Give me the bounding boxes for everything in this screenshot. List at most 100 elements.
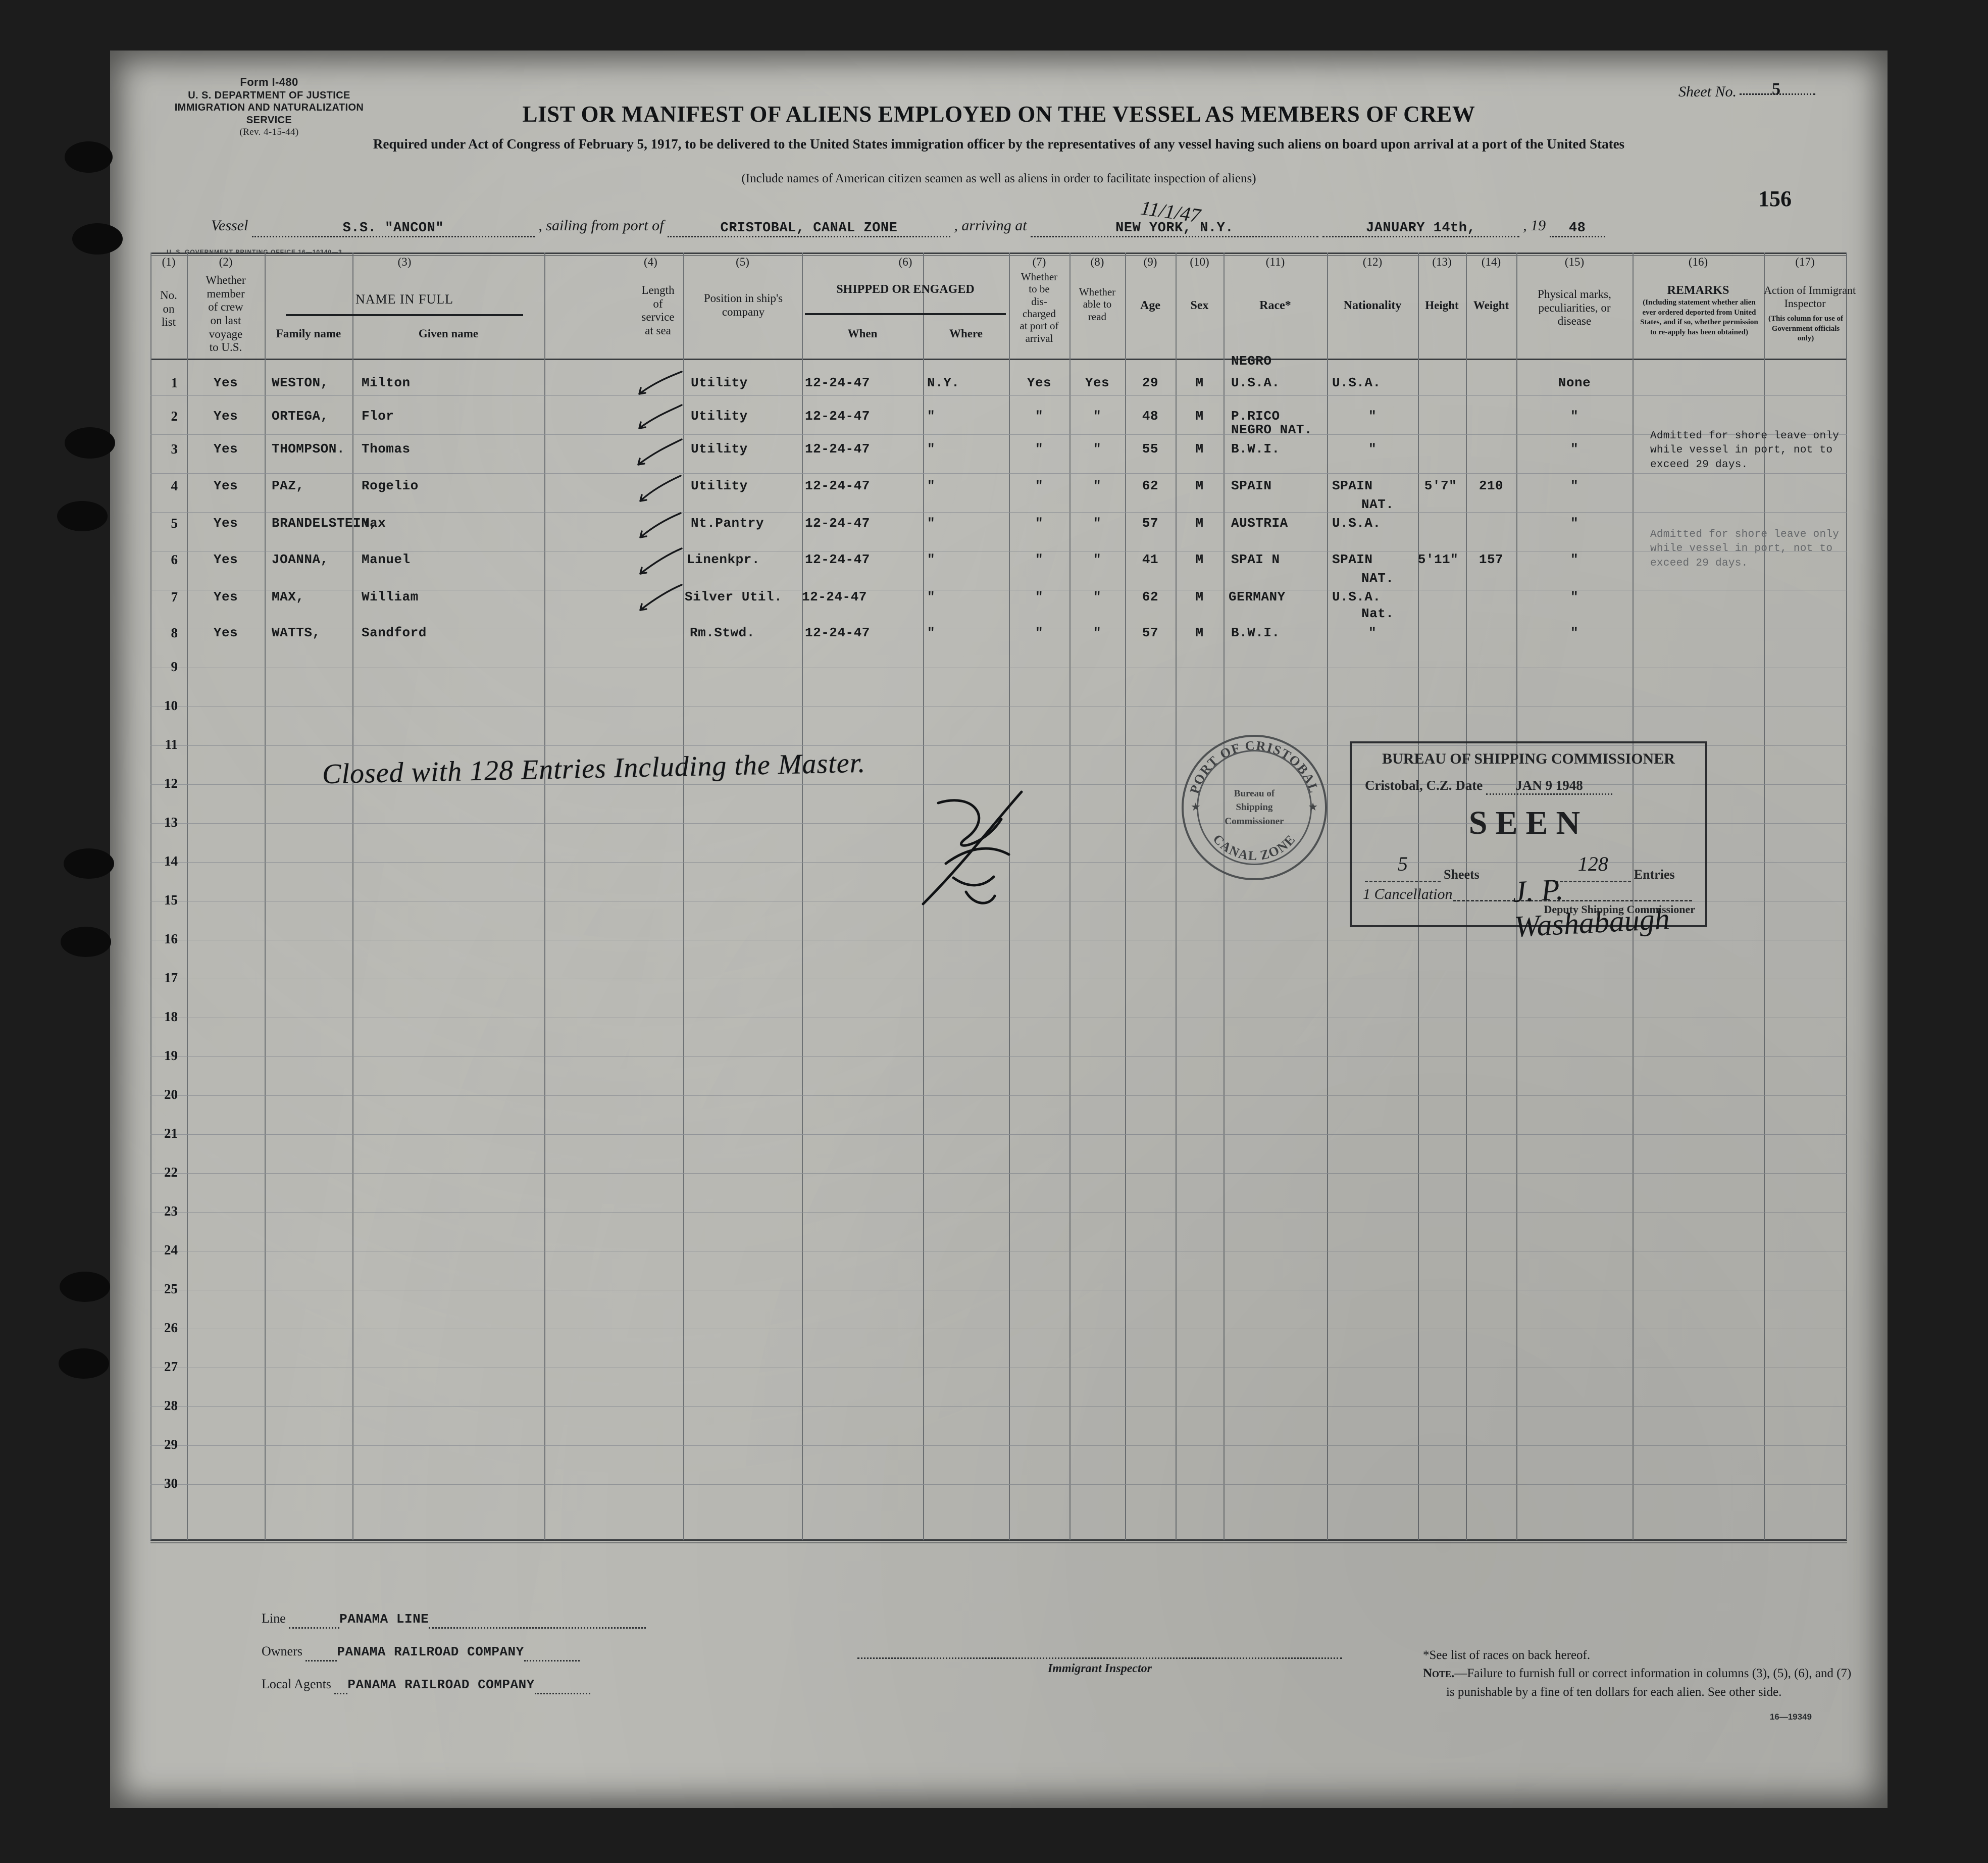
footer-legal-notes: *See list of races on back hereof. Note.… bbox=[1423, 1646, 1851, 1701]
colhead-physical-marks: Physical marks, peculiarities, or diseas… bbox=[1538, 288, 1611, 328]
colhead-no-on-list: No. on list bbox=[160, 289, 177, 329]
cell-given-name: Milton bbox=[362, 375, 411, 390]
col-line-3a bbox=[352, 253, 353, 1540]
handwritten-date-fragment: 11/1/47 bbox=[1139, 196, 1202, 227]
cell-crew: Yes bbox=[213, 589, 238, 605]
stamp-entries-label: Entries bbox=[1634, 867, 1675, 882]
arrival-year-value: 48 bbox=[1549, 221, 1605, 237]
row-number: 6 bbox=[171, 552, 178, 567]
row-number: 3 bbox=[171, 441, 178, 457]
cell-crew: Yes bbox=[213, 625, 238, 640]
cell-discharged: " bbox=[1035, 409, 1044, 424]
row-number: 5 bbox=[171, 516, 178, 531]
row-number-empty: 28 bbox=[164, 1398, 178, 1413]
row-number-empty: 14 bbox=[164, 853, 178, 869]
footer-agents-row: Local Agents PANAMA RAILROAD COMPANY bbox=[262, 1677, 646, 1694]
cell-discharged: " bbox=[1035, 478, 1044, 493]
header-divider-rule bbox=[150, 359, 1847, 360]
cell-discharged: " bbox=[1035, 625, 1044, 640]
row-rule bbox=[150, 1134, 1847, 1135]
col-line-9 bbox=[1176, 253, 1177, 1540]
col-line-8 bbox=[1125, 253, 1126, 1540]
colnum-10: (10) bbox=[1190, 256, 1209, 268]
row-rule bbox=[150, 1212, 1847, 1213]
cell-shipped-when: 12-24-47 bbox=[805, 441, 870, 457]
cell-discharged: " bbox=[1035, 516, 1044, 531]
cell-physical-marks: " bbox=[1570, 478, 1579, 493]
colhead-race: Race* bbox=[1259, 299, 1291, 312]
cell-physical-marks: " bbox=[1570, 516, 1579, 531]
col-line-left-edge bbox=[150, 253, 151, 1540]
master-signature-scrawl bbox=[922, 790, 1023, 905]
binder-hole-mark bbox=[59, 1348, 109, 1379]
stamp-date-value: JAN 9 1948 bbox=[1486, 778, 1612, 795]
folio-number: 156 bbox=[1758, 186, 1792, 211]
seal-center-text: Bureau of Shipping Commissioner bbox=[1206, 759, 1303, 856]
binder-hole-mark bbox=[72, 223, 123, 255]
cell-physical-marks: " bbox=[1570, 625, 1579, 640]
row-number-empty: 12 bbox=[164, 776, 178, 791]
footer-line-label: Line bbox=[262, 1611, 286, 1626]
cell-height: 5'7" bbox=[1424, 478, 1457, 493]
footer-company-block: Line PANAMA LINE Owners PANAMA RAILROAD … bbox=[262, 1611, 646, 1709]
cell-age: 41 bbox=[1142, 552, 1159, 567]
cell-race: GERMANY bbox=[1229, 589, 1286, 605]
row-rule bbox=[150, 1484, 1847, 1485]
cell-given-name: Sandford bbox=[362, 625, 427, 640]
col-line-1 bbox=[187, 253, 188, 1540]
cell-shipped-when: 12-24-47 bbox=[805, 375, 870, 390]
colhead-nationality: Nationality bbox=[1343, 299, 1402, 312]
colnum-15: (15) bbox=[1564, 256, 1585, 268]
row-number: 2 bbox=[171, 409, 178, 424]
colhead-age: Age bbox=[1140, 299, 1160, 312]
stamp-signature-rule bbox=[1453, 900, 1692, 901]
cell-able-read: " bbox=[1093, 409, 1102, 424]
sailing-from-label: , sailing from port of bbox=[538, 217, 664, 234]
footer-agents-label: Local Agents bbox=[262, 1677, 331, 1691]
remarks-note-2: Admitted for shore leave only while vess… bbox=[1650, 529, 1840, 569]
row-number-empty: 29 bbox=[164, 1437, 178, 1452]
printer-code: 16—19349 bbox=[1769, 1712, 1812, 1722]
col-line-14 bbox=[1516, 253, 1517, 1540]
cell-able-read: " bbox=[1093, 625, 1102, 640]
cell-nationality-annotation: NAT. bbox=[1361, 497, 1394, 512]
cell-given-name: Manuel bbox=[362, 552, 411, 567]
cell-family-name: JOANNA, bbox=[272, 552, 329, 567]
form-revision: (Rev. 4-15-44) bbox=[239, 127, 299, 137]
table-top-rule bbox=[150, 253, 1847, 254]
row-rule bbox=[150, 1406, 1847, 1407]
cell-nationality: " bbox=[1368, 441, 1377, 457]
colhead-weight: Weight bbox=[1473, 299, 1509, 312]
cell-given-name: Thomas bbox=[362, 441, 411, 457]
note-label: Note. bbox=[1423, 1667, 1455, 1681]
cell-shipped-when: 12-24-47 bbox=[802, 589, 867, 605]
cell-given-name: Max bbox=[362, 516, 386, 531]
cell-sex: M bbox=[1195, 552, 1204, 567]
row-rule bbox=[150, 1173, 1847, 1174]
cell-age: 57 bbox=[1142, 516, 1159, 531]
cell-race: B.W.I. bbox=[1231, 441, 1280, 457]
cell-age: 29 bbox=[1142, 375, 1159, 390]
cell-physical-marks: " bbox=[1570, 441, 1579, 457]
footer-agents-rule-a bbox=[334, 1678, 348, 1694]
cell-nationality: " bbox=[1368, 625, 1377, 640]
cell-position: Utility bbox=[691, 375, 748, 390]
row-rule bbox=[150, 473, 1847, 474]
cell-position: Silver Util. bbox=[685, 589, 783, 605]
cell-family-name: PAZ, bbox=[272, 478, 304, 493]
cell-nationality: " bbox=[1368, 409, 1377, 424]
department-name: U. S. DEPARTMENT OF JUSTICE bbox=[188, 89, 350, 101]
footer-owners-row: Owners PANAMA RAILROAD COMPANY bbox=[262, 1644, 646, 1661]
cell-able-read: Yes bbox=[1085, 375, 1110, 390]
cell-crew: Yes bbox=[213, 409, 238, 424]
cell-crew: Yes bbox=[213, 516, 238, 531]
page-title: LIST OR MANIFEST OF ALIENS EMPLOYED ON T… bbox=[522, 102, 1475, 127]
sheet-number-label: Sheet No. bbox=[1678, 83, 1737, 100]
cell-physical-marks: " bbox=[1570, 409, 1579, 424]
cell-nationality: SPAIN bbox=[1332, 478, 1373, 493]
footer-line-rule-b bbox=[429, 1612, 646, 1629]
cell-sex: M bbox=[1195, 441, 1204, 457]
cell-sex: M bbox=[1195, 625, 1204, 640]
row-number-empty: 19 bbox=[164, 1048, 178, 1063]
cell-able-read: " bbox=[1093, 441, 1102, 457]
